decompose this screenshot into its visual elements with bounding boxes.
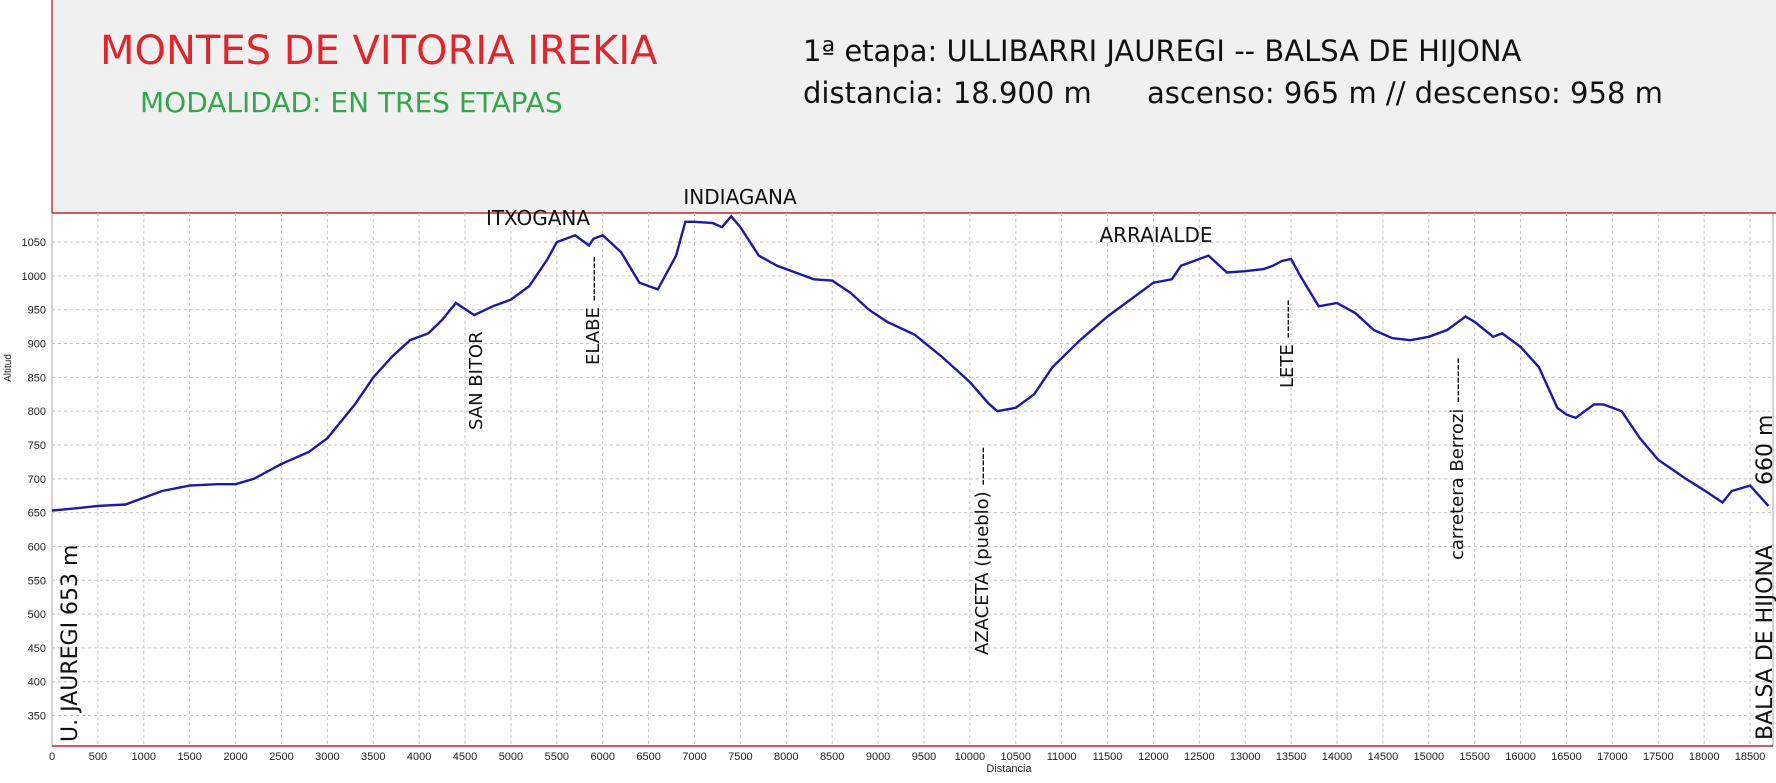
- x-tick-label: 3500: [361, 751, 385, 763]
- x-tick-label: 6500: [636, 751, 660, 763]
- grid: [52, 213, 1773, 746]
- end-point-label: BALSA DE HIJONA: [1753, 545, 1776, 740]
- start-point-label: U. JAUREGI 653 m: [58, 545, 83, 742]
- y-tick-label: 900: [28, 339, 46, 351]
- y-tick-label: 650: [28, 508, 46, 520]
- x-tick-label: 6000: [590, 751, 614, 763]
- subtitle: MODALIDAD: EN TRES ETAPAS: [140, 86, 563, 119]
- x-tick-label: 13000: [1230, 751, 1261, 763]
- y-tick-label: 700: [28, 474, 46, 486]
- y-tick-label: 800: [28, 406, 46, 418]
- x-tick-label: 15000: [1414, 751, 1445, 763]
- x-tick-label: 0: [49, 751, 55, 763]
- x-tick-label: 7000: [682, 751, 706, 763]
- x-tick-label: 18000: [1689, 751, 1720, 763]
- y-tick-label: 950: [28, 305, 46, 317]
- y-tick-label: 500: [28, 609, 46, 621]
- y-tick-label: 1050: [22, 237, 46, 249]
- x-tick-label: 13500: [1276, 751, 1307, 763]
- peak-label-itxogana: ITXOGANA: [486, 206, 590, 230]
- y-tick-label: 750: [28, 440, 46, 452]
- y-tick-label: 600: [28, 541, 46, 553]
- x-tick-label: 1000: [132, 751, 156, 763]
- x-tick-label: 17500: [1643, 751, 1674, 763]
- y-tick-label: 550: [28, 575, 46, 587]
- x-tick-label: 9500: [912, 751, 936, 763]
- y-tick-label: 450: [28, 643, 46, 655]
- x-tick-label: 11000: [1047, 751, 1077, 763]
- x-tick-label: 10500: [1000, 751, 1031, 763]
- x-tick-label: 8000: [774, 751, 798, 763]
- x-tick-label: 8500: [820, 751, 844, 763]
- waypoint-label-azaceta: AZACETA (pueblo) ------: [972, 447, 993, 655]
- x-tick-label: 5500: [545, 751, 569, 763]
- waypoint-label-carretera-berrozi: carretera Berrozi -------: [1447, 357, 1468, 560]
- x-tick-label: 16500: [1551, 751, 1582, 763]
- y-tick-label: 850: [28, 372, 46, 384]
- x-tick-label: 2500: [269, 751, 293, 763]
- x-tick-label: 16000: [1505, 751, 1536, 763]
- end-elevation-label: 660 m: [1753, 415, 1776, 485]
- annotations: ITXOGANA INDIAGANA ARRAIALDE SAN BITOR ELABE…: [58, 185, 1776, 742]
- x-tick-label: 14000: [1322, 751, 1353, 763]
- x-tick-label: 5000: [499, 751, 523, 763]
- waypoint-label-lete: LETE ------: [1277, 300, 1298, 388]
- ascent-descent-info: ascenso: 965 m // descenso: 958 m: [1147, 76, 1663, 110]
- waypoint-label-san-bitor: SAN BITOR: [466, 331, 487, 430]
- x-axis-ticks: 0 500 1000 1500 2000 2500 3000 3500 4000 4500 5000…: [49, 751, 1765, 763]
- x-tick-label: 7500: [728, 751, 752, 763]
- y-tick-label: 350: [28, 711, 46, 723]
- main-title: MONTES DE VITORIA IREKIA: [100, 28, 658, 74]
- y-axis-label: Altitud: [3, 354, 14, 382]
- x-tick-label: 12000: [1138, 751, 1169, 763]
- waypoint-label-elabe: ELABE -------: [583, 256, 604, 365]
- x-tick-label: 1500: [177, 751, 201, 763]
- distance-info: distancia: 18.900 m: [803, 76, 1092, 110]
- peak-label-indiagana: INDIAGANA: [683, 185, 797, 209]
- peak-label-arraialde: ARRAIALDE: [1099, 223, 1212, 247]
- y-tick-label: 1000: [22, 271, 46, 283]
- plot-area: [51, 212, 1774, 747]
- x-tick-label: 2000: [223, 751, 247, 763]
- x-tick-label: 14500: [1368, 751, 1399, 763]
- stage-info: 1ª etapa: ULLIBARRI JAUREGI -- BALSA DE …: [803, 34, 1522, 68]
- x-tick-label: 15500: [1459, 751, 1490, 763]
- elevation-line: [51, 214, 1770, 512]
- x-tick-label: 12500: [1184, 751, 1215, 763]
- x-tick-label: 10000: [955, 751, 986, 763]
- x-axis-label: Distancia: [986, 763, 1032, 775]
- x-tick-label: 500: [89, 751, 107, 763]
- header-panel: [52, 0, 1776, 213]
- y-axis-ticks: 350 400 450 500 550 600 650 700 750 800 850 900 950 1…: [22, 237, 46, 722]
- x-tick-label: 3000: [315, 751, 339, 763]
- x-tick-label: 18500: [1735, 751, 1766, 763]
- x-tick-label: 9000: [866, 751, 890, 763]
- x-tick-label: 11500: [1093, 751, 1123, 763]
- x-tick-label: 17000: [1597, 751, 1628, 763]
- x-tick-label: 4500: [453, 751, 477, 763]
- y-tick-label: 400: [28, 677, 46, 689]
- x-tick-label: 4000: [407, 751, 431, 763]
